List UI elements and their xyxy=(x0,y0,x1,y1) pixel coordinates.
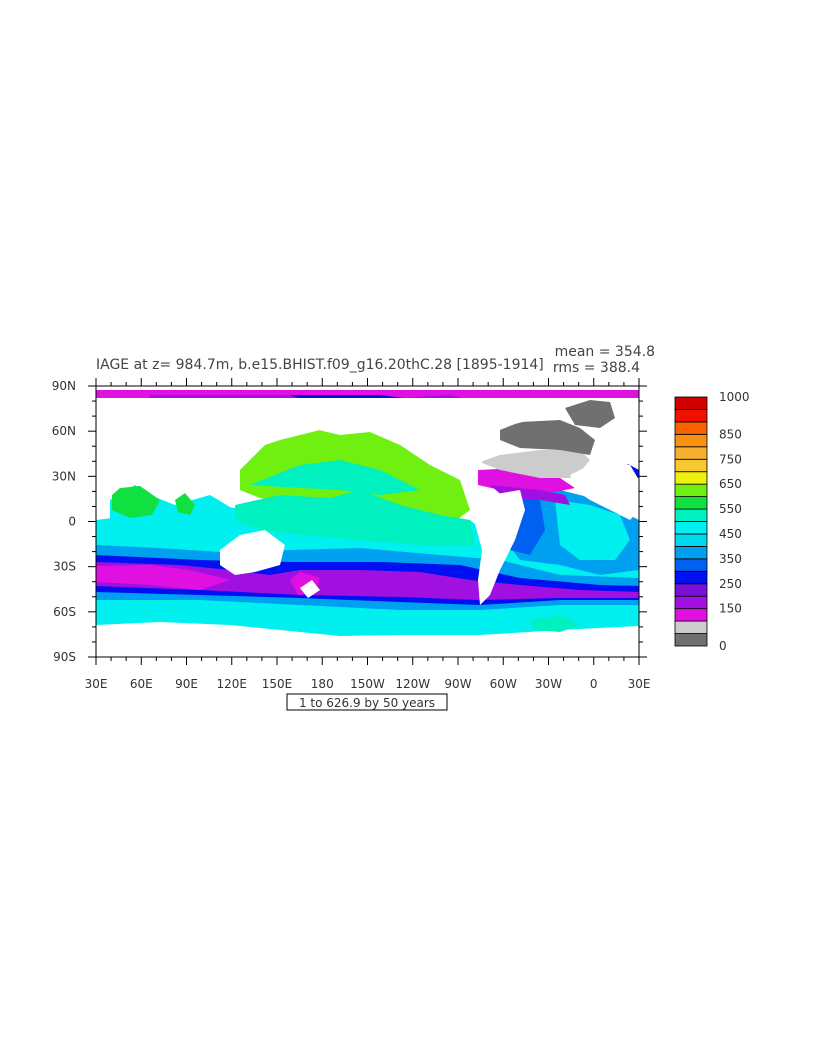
colorbar-swatch xyxy=(674,620,708,634)
rms-value: rms = 388.4 xyxy=(553,360,640,376)
x-tick-label: 180 xyxy=(311,677,334,691)
y-tick-label: 90S xyxy=(53,650,76,664)
colorbar-label: 350 xyxy=(719,552,742,566)
landmasses xyxy=(96,398,639,657)
colorbar-swatch xyxy=(674,521,708,535)
nordic-seas-dark-gray xyxy=(500,420,595,455)
colorbar-swatch xyxy=(674,546,708,560)
colorbar-swatch xyxy=(674,496,708,510)
x-tick-label: 60E xyxy=(130,677,153,691)
y-axis-ticks: 90N 60N 30N 0 30S 60S 90S xyxy=(52,379,647,664)
colorbar-swatch xyxy=(674,583,708,597)
x-tick-label: 120W xyxy=(395,677,430,691)
colorbar-label: 750 xyxy=(719,452,742,466)
x-tick-label: 60W xyxy=(490,677,517,691)
colorbar-label: 0 xyxy=(719,639,727,653)
x-tick-label: 0 xyxy=(590,677,598,691)
south-atlantic-cyan xyxy=(555,500,630,560)
arabian-sea-green xyxy=(112,486,160,518)
x-tick-label: 120E xyxy=(217,677,248,691)
antarctica xyxy=(96,628,639,657)
x-tick-label: 90E xyxy=(175,677,198,691)
y-tick-label: 30N xyxy=(52,469,76,483)
colorbar-swatch xyxy=(674,633,708,647)
australia xyxy=(220,530,285,575)
colorbar-label: 550 xyxy=(719,502,742,516)
y-tick-label: 60S xyxy=(53,605,76,619)
colorbar-swatch xyxy=(674,396,708,410)
x-tick-label: 30E xyxy=(628,677,651,691)
pacific-450-band xyxy=(250,460,420,495)
south-america xyxy=(470,490,525,605)
colorbar-swatch xyxy=(674,421,708,435)
arctic-dark-gray xyxy=(565,400,615,428)
contour-note-box xyxy=(286,693,448,711)
ocean-age-field xyxy=(96,386,639,657)
colorbar-swatch xyxy=(674,433,708,448)
mean-value: mean = 354.8 xyxy=(555,344,655,360)
colorbar: 1000 850 750 650 550 450 350 250 150 0 xyxy=(674,390,750,653)
equatorial-atlantic-purple xyxy=(490,485,570,505)
colorbar-label: 450 xyxy=(719,527,742,541)
colorbar-swatch xyxy=(674,483,708,497)
x-tick-label: 30E xyxy=(85,677,108,691)
bay-of-bengal-green xyxy=(175,493,195,515)
colorbar-swatch xyxy=(674,570,708,585)
weddell-sea-green xyxy=(530,615,580,632)
north-america xyxy=(460,398,560,480)
colorbar-swatch xyxy=(674,409,708,423)
southern-ocean-magenta xyxy=(96,565,230,590)
y-tick-label: 0 xyxy=(68,515,76,529)
colorbar-label: 1000 xyxy=(719,390,750,404)
colorbar-swatch xyxy=(674,508,708,522)
eurasia xyxy=(96,398,480,480)
north-atlantic-light-gray xyxy=(480,450,590,478)
colorbar-swatch xyxy=(674,595,708,610)
colorbar-swatch xyxy=(674,558,708,572)
x-tick-label: 30W xyxy=(535,677,562,691)
tropical-pacific-cyan xyxy=(235,490,475,545)
y-tick-label: 90N xyxy=(52,379,76,393)
colorbar-label: 650 xyxy=(719,477,742,491)
contour-note: 1 to 626.9 by 50 years xyxy=(299,696,435,710)
new-zealand xyxy=(300,580,320,598)
colorbar-swatch xyxy=(674,471,708,485)
colorbar-swatch xyxy=(674,446,708,460)
y-tick-label: 60N xyxy=(52,424,76,438)
x-tick-label: 150E xyxy=(262,677,293,691)
colorbar-label: 850 xyxy=(719,427,742,441)
west-africa xyxy=(570,460,639,520)
x-axis-ticks: 30E 60E 90E 120E 150E 180 150W 120W 90W 60W 30W 0 30… xyxy=(85,378,651,691)
colorbar-swatch xyxy=(674,608,708,622)
colorbar-label: 150 xyxy=(719,602,742,616)
x-tick-label: 150W xyxy=(350,677,385,691)
y-tick-label: 30S xyxy=(53,560,76,574)
colorbar-label: 250 xyxy=(719,577,742,591)
plot-title: IAGE at z= 984.7m, b.e15.BHIST.f09_g16.2… xyxy=(96,357,544,373)
colorbar-swatch xyxy=(674,533,708,547)
colorbar-swatch xyxy=(674,458,708,473)
x-tick-label: 90W xyxy=(444,677,471,691)
